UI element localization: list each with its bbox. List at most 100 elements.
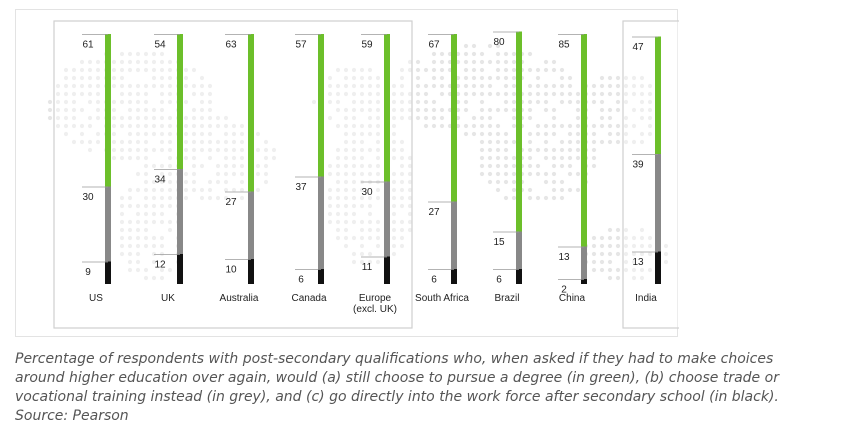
map-dot-311 — [111, 107, 117, 113]
map-dot-946 — [639, 251, 645, 257]
map-dot-439 — [391, 123, 397, 129]
map-dot-892 — [359, 235, 365, 241]
map-dot-376 — [215, 115, 221, 121]
map-dot-497 — [487, 131, 493, 137]
map-dot-78 — [423, 67, 429, 73]
map-dot-789 — [183, 195, 189, 201]
map-dot-717 — [143, 179, 149, 185]
map-dot-785 — [151, 195, 157, 201]
map-dot-142 — [95, 83, 101, 89]
map-dot-332 — [415, 107, 421, 113]
map-dot-527 — [207, 139, 213, 145]
map-dot-749 — [127, 187, 133, 193]
map-dot-936 — [367, 251, 373, 257]
map-dot-396 — [511, 115, 517, 121]
map-dot-424 — [191, 123, 197, 129]
map-dot-341 — [495, 107, 501, 113]
map-dot-339 — [479, 107, 485, 113]
map-dot-283 — [431, 99, 437, 105]
map-dot-68 — [191, 67, 197, 73]
map-dot-895 — [391, 235, 397, 241]
bar-uk-vocational — [177, 169, 183, 254]
map-dot-240 — [567, 91, 573, 97]
map-dot-740 — [487, 179, 493, 185]
map-dot-526 — [199, 139, 205, 145]
map-dot-977 — [631, 267, 637, 273]
map-dot-170 — [439, 83, 445, 89]
map-dot-318 — [191, 107, 197, 113]
map-dot-11 — [431, 51, 437, 57]
map-dot-723 — [191, 179, 197, 185]
map-dot-22 — [527, 51, 533, 57]
map-dot-821 — [327, 203, 333, 209]
map-dot-123 — [487, 75, 493, 81]
category-label-china: China — [559, 293, 586, 304]
map-dot-281 — [415, 99, 421, 105]
map-dot-899 — [607, 235, 613, 241]
map-dot-981 — [143, 275, 149, 281]
map-dot-859 — [375, 219, 381, 225]
map-dot-478 — [183, 131, 189, 137]
map-dot-365 — [127, 115, 133, 121]
map-dot-112 — [367, 75, 373, 81]
map-dot-441 — [431, 123, 437, 129]
map-dot-403 — [607, 115, 613, 121]
map-dot-524 — [183, 139, 189, 145]
map-dot-626 — [391, 155, 397, 161]
map-dot-275 — [367, 99, 373, 105]
map-dot-304 — [47, 107, 53, 113]
map-dot-17 — [479, 51, 485, 57]
map-dot-909 — [151, 243, 157, 249]
map-dot-273 — [351, 99, 357, 105]
map-dot-585 — [367, 147, 373, 153]
map-dot-957 — [375, 259, 381, 265]
map-dot-204 — [159, 91, 165, 97]
map-dot-704 — [479, 171, 485, 177]
map-dot-274 — [359, 99, 365, 105]
map-dot-919 — [599, 243, 605, 249]
map-dot-832 — [135, 211, 141, 217]
map-dot-63 — [151, 67, 157, 73]
map-dot-987 — [639, 275, 645, 281]
bar-australia-vocational — [248, 191, 254, 259]
map-dot-386 — [399, 115, 405, 121]
map-dot-302 — [647, 99, 653, 105]
data-label-europe-excl-uk-vocational: 30 — [361, 187, 373, 198]
map-dot-167 — [415, 83, 421, 89]
map-dot-521 — [143, 139, 149, 145]
map-dot-743 — [511, 179, 517, 185]
map-dot-935 — [359, 251, 365, 257]
highlight-frame-1 — [53, 20, 413, 329]
map-dot-315 — [151, 107, 157, 113]
map-dot-486 — [255, 131, 261, 137]
map-dot-122 — [479, 75, 485, 81]
map-dot-55 — [87, 67, 93, 73]
map-dot-545 — [511, 139, 517, 145]
map-dot-474 — [151, 131, 157, 137]
map-dot-56 — [95, 67, 101, 73]
map-dot-825 — [359, 203, 365, 209]
data-label-south-africa-work-force: 6 — [431, 275, 437, 286]
map-dot-872 — [367, 227, 373, 233]
map-dot-616 — [239, 155, 245, 161]
map-dot-355 — [647, 107, 653, 113]
map-dot-871 — [359, 227, 365, 233]
map-dot-897 — [591, 235, 597, 241]
category-label-europe-excl-uk: Europe (excl. UK) — [353, 293, 397, 315]
map-dot-623 — [359, 155, 365, 161]
map-dot-389 — [423, 115, 429, 121]
bar-europe-excl-uk-vocational — [384, 181, 390, 257]
map-dot-280 — [407, 99, 413, 105]
map-dot-288 — [511, 99, 517, 105]
map-dot-338 — [463, 107, 469, 113]
map-dot-84 — [479, 67, 485, 73]
map-dot-814 — [127, 203, 133, 209]
map-dot-568 — [167, 147, 173, 153]
map-dot-446 — [471, 123, 477, 129]
map-dot-183 — [559, 83, 565, 89]
map-dot-103 — [159, 75, 165, 81]
map-dot-511 — [639, 131, 645, 137]
map-dot-292 — [543, 99, 549, 105]
map-dot-642 — [591, 155, 597, 161]
map-dot-156 — [207, 83, 213, 89]
